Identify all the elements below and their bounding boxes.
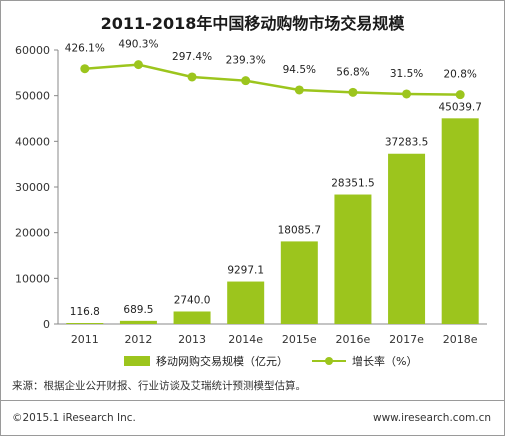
copyright-text: ©2015.1 iResearch Inc.	[12, 412, 136, 424]
growth-point	[241, 76, 251, 86]
legend-item-line: 增长率（%）	[312, 353, 417, 369]
bar	[119, 320, 157, 324]
footer-divider	[1, 400, 504, 401]
growth-data-label: 297.4%	[172, 51, 212, 63]
bar-data-label: 45039.7	[438, 101, 481, 113]
y-tick-label: 30000	[15, 181, 50, 194]
bar	[173, 311, 211, 324]
x-tick-label: 2014e	[228, 333, 263, 346]
bar-data-label: 116.8	[70, 306, 100, 318]
growth-data-label: 490.3%	[118, 39, 158, 51]
legend-line-swatch	[312, 356, 346, 366]
source-note: 来源：根据企业公开财报、行业访谈及艾瑞统计预测模型估算。	[12, 380, 306, 392]
bar	[227, 281, 265, 324]
x-tick-label: 2018e	[443, 333, 478, 346]
legend-bar-swatch	[124, 356, 150, 366]
chart-title: 2011-2018年中国移动购物市场交易规模	[100, 14, 405, 33]
bar-data-label: 2740.0	[174, 294, 211, 306]
y-tick-label: 40000	[15, 135, 50, 148]
bar-data-label: 9297.1	[227, 265, 264, 277]
legend: 移动网购交易规模（亿元） 增长率（%）	[0, 353, 505, 371]
growth-data-label: 56.8%	[336, 66, 369, 78]
growth-point	[80, 64, 90, 74]
bar-data-label: 37283.5	[385, 137, 428, 149]
x-tick-label: 2011	[71, 333, 99, 346]
bar	[334, 194, 372, 324]
growth-point	[294, 85, 304, 95]
growth-point	[187, 72, 197, 82]
bar	[66, 323, 104, 324]
y-tick-label: 10000	[15, 272, 50, 285]
legend-bar-label: 移动网购交易规模（亿元）	[156, 355, 288, 368]
bar-data-label: 18085.7	[278, 224, 321, 236]
growth-data-label: 426.1%	[65, 43, 105, 55]
bar-data-label: 689.5	[123, 304, 153, 316]
growth-data-label: 239.3%	[226, 55, 266, 67]
growth-point	[402, 89, 412, 99]
legend-line-label: 增长率（%）	[352, 355, 418, 368]
y-tick-label: 60000	[15, 44, 50, 57]
bar	[388, 153, 426, 324]
bar	[280, 241, 318, 324]
x-tick-label: 2012	[124, 333, 152, 346]
growth-point	[133, 60, 143, 70]
bar	[441, 118, 479, 325]
x-tick-label: 2013	[178, 333, 206, 346]
growth-point	[348, 87, 358, 97]
bar-data-label: 28351.5	[331, 178, 374, 190]
y-tick-label: 20000	[15, 227, 50, 240]
growth-line	[84, 63, 461, 96]
legend-item-bar: 移动网购交易规模（亿元）	[124, 353, 288, 369]
growth-data-label: 94.5%	[283, 64, 316, 76]
x-tick-label: 2017e	[389, 333, 424, 346]
growth-point	[455, 90, 465, 100]
y-tick-label: 50000	[15, 90, 50, 103]
x-tick-label: 2016e	[336, 333, 371, 346]
y-tick-label: 0	[43, 318, 50, 331]
growth-data-label: 20.8%	[444, 69, 477, 81]
x-tick-label: 2015e	[282, 333, 317, 346]
growth-data-label: 31.5%	[390, 68, 423, 80]
website-link[interactable]: www.iresearch.com.cn	[372, 412, 491, 424]
